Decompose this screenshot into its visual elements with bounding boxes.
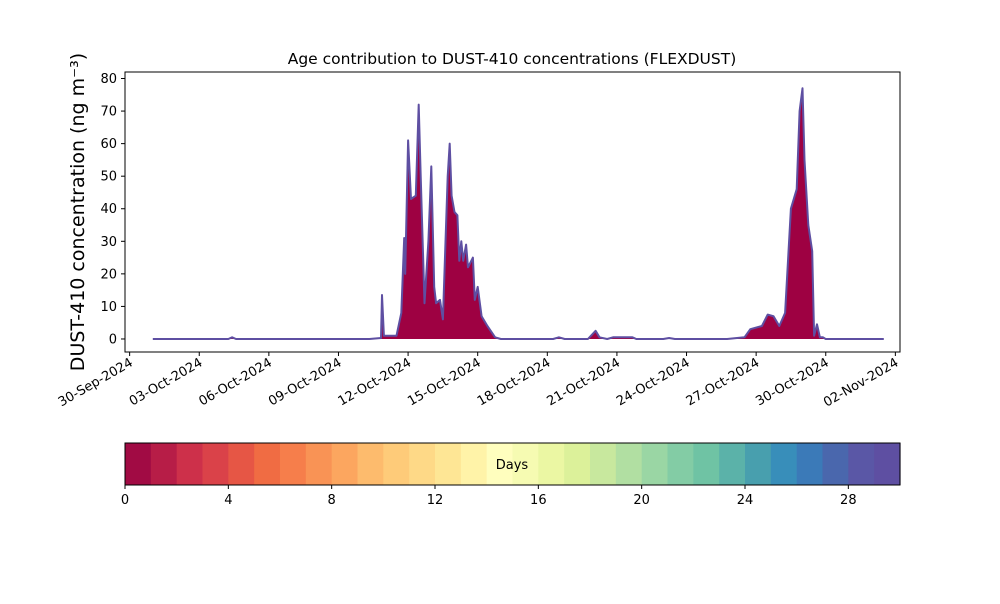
colorbar-swatch	[331, 443, 359, 485]
x-tick-label: 02-Nov-2024	[821, 355, 901, 410]
colorbar-swatch	[176, 443, 204, 485]
y-tick-label: 10	[100, 300, 117, 315]
colorbar-swatch	[512, 443, 539, 485]
x-tick-label: 09-Oct-2024	[266, 355, 344, 409]
colorbar-swatch	[796, 443, 824, 485]
colorbar-swatch	[770, 443, 798, 485]
x-tick-label: 21-Oct-2024	[545, 355, 623, 409]
x-tick-label: 18-Oct-2024	[475, 355, 553, 409]
colorbar-swatch	[202, 443, 229, 485]
colorbar-tick-label: 28	[840, 493, 857, 508]
colorbar-tick-label: 4	[224, 493, 232, 508]
colorbar-frame	[124, 442, 901, 486]
x-tick-label: 24-Oct-2024	[614, 355, 692, 409]
colorbar-swatch	[564, 443, 591, 485]
colorbar-tick-label: 8	[328, 493, 336, 508]
colorbar-swatch	[719, 443, 746, 485]
x-tick-label: 30-Oct-2024	[753, 355, 831, 409]
colorbar-swatch	[460, 443, 488, 485]
colorbar-swatch	[745, 443, 772, 485]
colorbar-swatch	[848, 443, 875, 485]
colorbar-swatch	[435, 443, 462, 485]
y-tick-label: 30	[100, 235, 117, 250]
colorbar-swatch	[305, 443, 333, 485]
colorbar-swatch	[641, 443, 669, 485]
colorbar-tick-label: 12	[427, 493, 444, 508]
colorbar-swatch	[590, 443, 617, 485]
x-tick-label: 06-Oct-2024	[196, 355, 274, 409]
colorbar-swatch	[409, 443, 436, 485]
colorbar-swatch	[615, 443, 643, 485]
y-tick-label: 80	[100, 72, 117, 87]
colorbar-tick-label: 0	[121, 493, 129, 508]
colorbar-swatch	[254, 443, 281, 485]
y-tick-label: 60	[100, 137, 117, 152]
colorbar-swatch	[383, 443, 410, 485]
plot-frame	[124, 71, 901, 353]
colorbar-swatch	[822, 443, 849, 485]
colorbar-swatch	[693, 443, 720, 485]
colorbar-label: Days	[496, 458, 529, 473]
colorbar-tick-label: 20	[633, 493, 650, 508]
colorbar-swatch	[125, 443, 152, 485]
y-tick-label: 50	[100, 170, 117, 185]
chart-title: Age contribution to DUST-410 concentrati…	[288, 50, 737, 68]
plot-area: 0102030405060708030-Sep-202403-Oct-20240…	[56, 71, 901, 410]
colorbar-tick-label: 24	[737, 493, 754, 508]
y-tick-label: 70	[100, 105, 117, 120]
colorbar-swatch	[280, 443, 307, 485]
y-axis-label: DUST-410 concentration (ng m⁻³)	[67, 53, 89, 371]
x-tick-label: 15-Oct-2024	[405, 355, 483, 409]
colorbar-swatch	[486, 443, 514, 485]
colorbar-swatch	[357, 443, 384, 485]
y-tick-label: 20	[100, 267, 117, 282]
x-tick-label: 27-Oct-2024	[684, 355, 762, 409]
series-0-line	[152, 87, 884, 340]
colorbar-swatch	[667, 443, 694, 485]
x-tick-label: 12-Oct-2024	[336, 355, 414, 409]
colorbar-swatch	[150, 443, 178, 485]
colorbar-tick-label: 16	[530, 493, 547, 508]
colorbar-swatch	[538, 443, 565, 485]
colorbar-swatch	[874, 443, 901, 485]
y-tick-label: 40	[100, 202, 117, 217]
series-0-area	[152, 88, 884, 339]
y-tick-label: 0	[109, 332, 117, 347]
x-tick-label: 03-Oct-2024	[127, 355, 205, 409]
colorbar: Days 0 4 8 12 16 20 24 28	[121, 442, 901, 508]
colorbar-swatch	[228, 443, 255, 485]
